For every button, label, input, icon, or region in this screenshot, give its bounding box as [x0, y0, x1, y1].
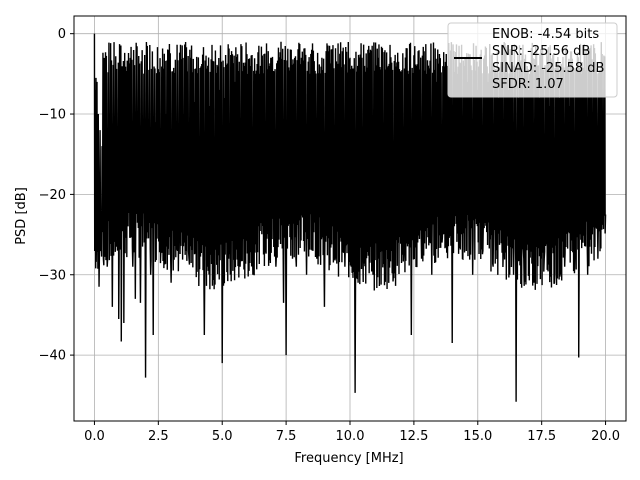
x-tick-label: 15.0 — [463, 429, 492, 444]
data-layer — [93, 33, 607, 402]
y-tick-label: −30 — [39, 268, 66, 283]
y-axis-label: PSD [dB] — [14, 187, 29, 245]
y-tick-label: −40 — [39, 349, 66, 364]
y-tick-label: 0 — [58, 27, 66, 42]
x-tick-label: 5.0 — [212, 429, 233, 444]
y-tick-label: −20 — [39, 188, 66, 203]
x-tick-label: 7.5 — [276, 429, 297, 444]
x-tick-label: 2.5 — [148, 429, 169, 444]
x-tick-label: 12.5 — [399, 429, 428, 444]
legend-entry-snr: SNR: -25.56 dB — [492, 44, 590, 59]
legend: ENOB: -4.54 bits SNR: -25.56 dB SINAD: -… — [447, 22, 618, 98]
legend-entry-enob: ENOB: -4.54 bits — [492, 27, 599, 42]
legend-entry-sinad: SINAD: -25.58 dB — [492, 61, 604, 76]
x-tick-label: 0.0 — [84, 429, 105, 444]
legend-entry-sfdr: SFDR: 1.07 — [492, 77, 564, 92]
x-tick-label: 20.0 — [591, 429, 620, 444]
x-tick-label: 10.0 — [336, 429, 365, 444]
x-axis-label: Frequency [MHz] — [294, 451, 403, 466]
x-tick-label: 17.5 — [527, 429, 556, 444]
ticks-layer: 0.0 2.5 5.0 7.5 10.0 12.5 15.0 17.5 20.0 0 −10 −20 −… — [39, 27, 620, 444]
psd-series-line — [93, 33, 607, 402]
y-tick-label: −10 — [39, 108, 66, 123]
legend-box — [447, 22, 618, 98]
